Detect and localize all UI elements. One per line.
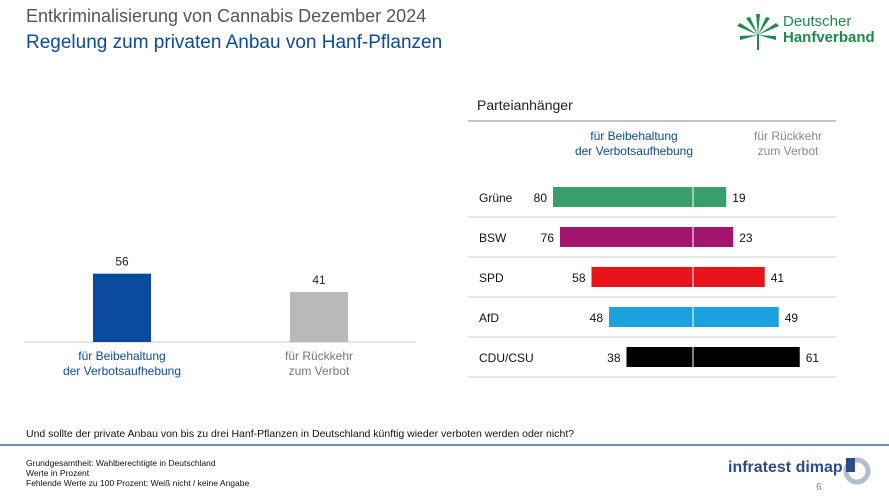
category-label: der Verbotsaufhebung [63, 364, 181, 378]
bar-right [693, 187, 727, 207]
party-label: AfD [479, 311, 499, 325]
data-label: 61 [806, 351, 820, 365]
data-label: 76 [541, 231, 555, 245]
bar [93, 273, 151, 342]
page-number: 6 [816, 482, 822, 493]
data-label: 80 [534, 191, 548, 205]
bar-left [553, 187, 693, 207]
logo-line-1: Deutscher [783, 13, 852, 30]
data-label: 23 [739, 231, 753, 245]
bar-left [609, 307, 693, 327]
footnote: Werte in Prozent [26, 468, 90, 478]
party-label: SPD [479, 271, 504, 285]
bar-right [693, 267, 765, 287]
series-header: für Rückkehr [754, 129, 822, 143]
data-label: 38 [607, 351, 621, 365]
survey-question: Und sollte der private Anbau von bis zu … [26, 428, 575, 440]
series-header: zum Verbot [758, 144, 819, 158]
page-title: Entkriminalisierung von Cannabis Dezembe… [26, 6, 427, 26]
data-label: 48 [590, 311, 604, 325]
logo-wordmark: Deutscher Hanfverband [783, 14, 875, 46]
bar-right [693, 227, 734, 247]
party-label: CDU/CSU [479, 351, 534, 365]
series-header: für Beibehaltung [590, 129, 677, 143]
data-label: 41 [312, 273, 326, 287]
data-label: 56 [115, 255, 129, 269]
bar-left [626, 347, 693, 367]
bar-right [693, 347, 800, 367]
bar [290, 291, 348, 342]
chart-title: Parteianhänger [477, 97, 573, 113]
category-label: für Rückkehr [285, 349, 353, 363]
page-subtitle: Regelung zum privaten Anbau von Hanf-Pfl… [26, 32, 443, 53]
party-label: BSW [479, 231, 507, 245]
category-label: zum Verbot [289, 364, 350, 378]
divider [0, 444, 889, 446]
brand-name: infratest dimap [728, 459, 843, 476]
footnote: Grundgesamtheit: Wahlberechtigte in Deut… [26, 458, 216, 468]
data-label: 19 [732, 191, 746, 205]
data-label: 49 [785, 311, 799, 325]
data-label: 41 [771, 271, 785, 285]
party-label: Grüne [479, 191, 513, 205]
footnote: Fehlende Werte zu 100 Prozent: Weiß nich… [26, 478, 250, 488]
bar-left [591, 267, 693, 287]
bar-left [560, 227, 693, 247]
infratest-logo-icon [843, 457, 871, 485]
footnotes: Grundgesamtheit: Wahlberechtigte in Deut… [26, 458, 249, 488]
logo-line-2: Hanfverband [783, 29, 875, 46]
data-label: 58 [572, 271, 586, 285]
category-label: für Beibehaltung [78, 349, 165, 363]
bar-right [693, 307, 779, 327]
series-header: der Verbotsaufhebung [575, 144, 693, 158]
hemp-leaf-icon [737, 14, 779, 50]
